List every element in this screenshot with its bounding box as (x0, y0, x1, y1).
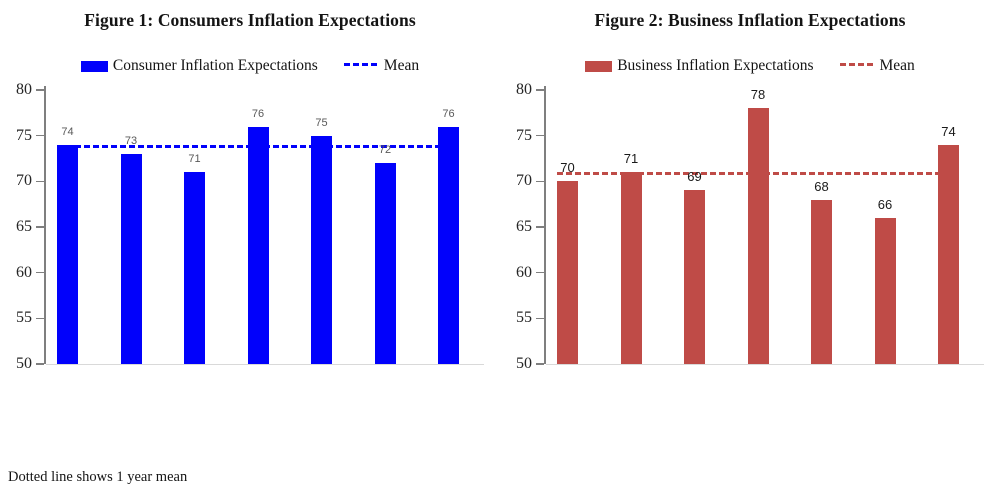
x-axis-baseline (46, 364, 484, 365)
bar (874, 217, 896, 364)
consumer-mean-legend-label: Mean (383, 57, 420, 74)
figure-1-consumer-inflation-chart: Figure 1: Consumers Inflation Expectatio… (0, 0, 500, 445)
y-axis-tick (36, 271, 44, 274)
bar (57, 144, 78, 364)
y-axis-tick-label: 50 (16, 355, 32, 372)
y-axis-tick-label: 70 (16, 172, 32, 190)
business-mean-legend-label: Mean (879, 57, 915, 74)
y-axis-tick-label: 65 (16, 218, 32, 235)
bar-value-label: 76 (442, 107, 455, 120)
bar-value-label: 76 (251, 107, 265, 120)
consumer-series-legend-label: Consumer Inflation Expectations (112, 57, 318, 74)
bar-value-label: 74 (61, 125, 74, 138)
y-axis-tick-label: 70 (516, 172, 532, 190)
bar (684, 190, 705, 364)
figure-1-legend: Consumer Inflation Expectations Mean (0, 57, 500, 76)
y-axis-tick (536, 363, 544, 365)
bar (311, 135, 332, 364)
x-axis-baseline (546, 364, 984, 365)
figure-2-plot-area: 50 55 60 65 70 75 80 70 71 69 78 68 66 74 (500, 0, 1000, 445)
y-axis-tick-label: 75 (516, 126, 532, 144)
bar-value-label: 78 (750, 87, 766, 103)
bar-value-label: 75 (315, 116, 328, 129)
y-axis-tick (36, 226, 44, 228)
bar (438, 126, 459, 364)
bar-value-label: 71 (623, 151, 639, 167)
y-axis-tick-label: 55 (516, 309, 532, 327)
y-axis-tick-label: 80 (16, 81, 32, 98)
bar-value-label: 69 (687, 169, 702, 185)
y-axis-tick-label: 60 (516, 263, 532, 281)
y-axis-tick-label: 65 (516, 218, 532, 235)
y-axis-tick (36, 180, 44, 183)
y-axis-line (544, 86, 546, 364)
bar (811, 199, 832, 364)
y-axis-tick-label: 50 (516, 355, 532, 372)
bar-value-label: 71 (188, 153, 201, 166)
y-axis-tick (36, 89, 44, 91)
y-axis-tick-label: 60 (16, 263, 32, 281)
y-axis-tick (536, 180, 544, 183)
business-series-swatch (585, 60, 613, 72)
y-axis-tick (36, 317, 44, 320)
consumer-series-swatch (80, 60, 108, 72)
consumer-mean-line-swatch (343, 63, 377, 69)
y-axis-tick (536, 226, 544, 228)
bar (120, 153, 142, 364)
business-series-legend-label: Business Inflation Expectations (617, 57, 814, 74)
y-axis-tick-label: 75 (16, 126, 32, 144)
bar (938, 144, 959, 364)
bar (374, 163, 396, 364)
y-axis-tick (536, 271, 544, 274)
bar (184, 172, 205, 364)
figure-2-title: Figure 2: Business Inflation Expectation… (594, 10, 906, 30)
y-axis-tick (536, 317, 544, 320)
business-mean-line-swatch (839, 63, 873, 69)
bar (557, 181, 578, 364)
bar-value-label: 74 (941, 123, 956, 139)
y-axis-line (44, 86, 46, 364)
figure-2-business-inflation-chart: Figure 2: Business Inflation Expectation… (500, 0, 1000, 445)
bar (247, 126, 269, 364)
y-axis-tick (36, 363, 44, 365)
y-axis-tick-label: 80 (516, 81, 532, 98)
figure-1-plot-area: 50 55 60 65 70 75 80 74 73 71 76 75 72 76 (0, 0, 500, 445)
bar-value-label: 70 (560, 160, 575, 176)
footnote: Dotted line shows 1 year mean (8, 469, 188, 485)
y-axis-tick (536, 134, 544, 137)
y-axis-tick-label: 55 (16, 309, 32, 327)
y-axis-tick (36, 134, 44, 137)
bar-value-label: 73 (124, 134, 138, 147)
bar-value-label: 72 (378, 144, 392, 157)
bar (620, 172, 642, 364)
figure-1-title: Figure 1: Consumers Inflation Expectatio… (84, 10, 416, 30)
figure-2-legend: Business Inflation Expectations Mean (500, 57, 1000, 76)
bar (747, 108, 769, 364)
bar-value-label: 66 (877, 196, 893, 212)
y-axis-tick (536, 89, 544, 91)
bar-value-label: 68 (814, 178, 829, 194)
